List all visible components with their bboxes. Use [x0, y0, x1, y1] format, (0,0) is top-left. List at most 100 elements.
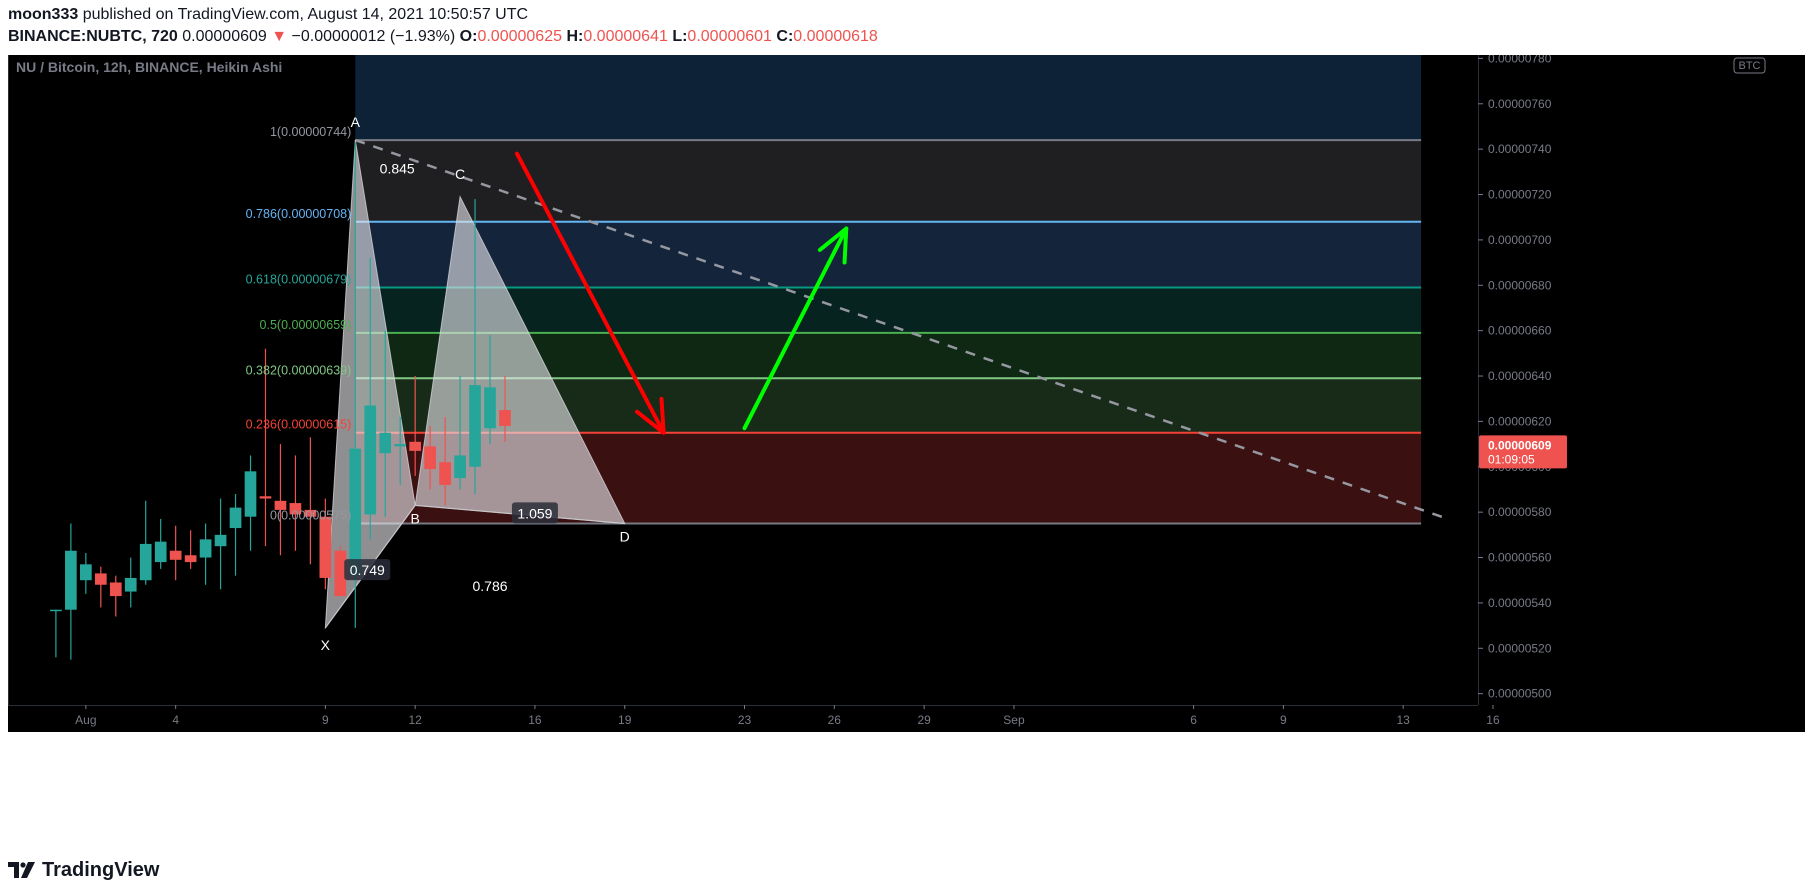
candle-up — [379, 330, 392, 517]
arrows[interactable] — [514, 151, 849, 435]
last-price-badge — [1479, 435, 1567, 469]
last-price-label: 0.00000609 — [1488, 438, 1552, 452]
candle-up — [139, 500, 152, 585]
candle-body — [499, 410, 511, 426]
candle-down — [184, 530, 197, 569]
tradingview-brand[interactable]: TradingView — [42, 858, 160, 881]
candle-body — [109, 582, 122, 597]
author-name[interactable]: moon333 — [8, 6, 79, 23]
time-tick-label: 12 — [408, 713, 422, 727]
candle-body — [244, 471, 257, 517]
candle-body — [124, 577, 137, 592]
pattern-labels: X A B C D 0.749 0.786 1.059 0.845 — [321, 114, 630, 653]
time-tick-label: 19 — [618, 713, 632, 727]
candle-up — [349, 142, 362, 628]
candle-up — [80, 552, 92, 594]
candle-down — [259, 348, 272, 547]
ratio-label-xd: 0.845 — [380, 161, 415, 177]
red-down-arrow-head — [634, 396, 666, 435]
chart-left-border — [8, 55, 9, 847]
candle-body — [80, 564, 92, 581]
candle-body — [289, 503, 302, 515]
candle-body — [304, 509, 317, 517]
time-tick-label: 13 — [1396, 713, 1410, 727]
candle-body — [94, 573, 107, 585]
price-chart[interactable]: X A B C D 0.749 0.786 1.059 0.845 1(0.00000744) 0… — [8, 55, 1805, 847]
candle-body — [65, 550, 77, 610]
candle-down — [289, 455, 302, 551]
time-tick-label: 29 — [917, 713, 931, 727]
price-tick-label: 0.00000540 — [1488, 596, 1552, 610]
candle-body — [319, 516, 332, 578]
trend-line[interactable] — [354, 138, 1449, 521]
time-tick-label: 9 — [322, 713, 329, 727]
candle-down — [334, 546, 347, 597]
candle-down — [499, 376, 511, 442]
symbol-info: BINANCE:NUBTC, 720 0.00000609 ▼ −0.00000… — [8, 28, 878, 46]
chart-title: NU / Bitcoin, 12h, BINANCE, Heikin Ashi — [16, 59, 282, 75]
candle-up — [394, 416, 407, 485]
time-axis[interactable]: Aug 4 9 12 16 19 23 26 29 Sep 6 9 13 16 — [8, 705, 1805, 847]
high-value: 0.00000641 — [583, 28, 668, 45]
fib-level-label: 0.382(0.00000639) — [246, 363, 352, 377]
fib-level-label: 0.786(0.00000708) — [246, 207, 352, 221]
candle-body — [334, 550, 347, 597]
candle-up — [65, 523, 77, 660]
candle-up — [364, 258, 377, 540]
price-tick-label: 0.00000720 — [1488, 188, 1552, 202]
green-up-arrow-head — [817, 226, 849, 265]
low-label: L: — [672, 28, 688, 45]
candle-body — [274, 500, 287, 510]
last-price: 0.00000609 — [182, 28, 267, 45]
ratio-label-box — [511, 502, 558, 524]
pattern-point-b: B — [410, 510, 419, 526]
open-label: O: — [459, 28, 478, 45]
candle-body — [364, 405, 377, 515]
candle-body — [484, 387, 496, 429]
pattern-point-c: C — [455, 166, 465, 182]
currency-badge-frame — [1733, 57, 1766, 74]
ratio-label-xb: 0.749 — [350, 562, 385, 578]
price-axis[interactable]: 0.00000780 0.00000760 0.00000740 0.00000720… — [1478, 55, 1567, 847]
time-tick-label: 26 — [828, 713, 842, 727]
red-down-arrow-shaft — [514, 151, 666, 435]
candle-body — [184, 555, 197, 563]
candle-down — [169, 525, 182, 581]
candle-body — [349, 448, 362, 576]
candle-body — [379, 432, 392, 454]
time-tick-label: 4 — [172, 713, 179, 727]
candle-body — [469, 385, 481, 467]
candle-body — [199, 539, 212, 558]
high-label: H: — [566, 28, 584, 45]
price-tick-label: 0.00000640 — [1488, 369, 1552, 383]
price-tick-label: 0.00000660 — [1488, 324, 1552, 338]
time-tick-label: Sep — [1003, 713, 1025, 727]
price-change: −0.00000012 (−1.93%) — [291, 28, 456, 45]
candle-body — [439, 462, 451, 485]
candle-down — [94, 566, 107, 608]
candle-up — [229, 494, 242, 576]
open-value: 0.00000625 — [477, 28, 562, 45]
fib-zone — [355, 140, 1422, 222]
down-arrow-icon: ▼ — [271, 28, 288, 45]
candle-up — [214, 498, 227, 590]
currency-badge: BTC — [1733, 57, 1766, 74]
candle-up — [454, 376, 466, 490]
candle-body — [454, 455, 466, 479]
candle-down — [439, 416, 451, 506]
candle-body — [394, 444, 407, 447]
candle-down — [409, 376, 422, 476]
time-tick-label: 16 — [528, 713, 542, 727]
publish-info: moon333 published on TradingView.com, Au… — [8, 6, 528, 24]
price-tick-label: 0.00000780 — [1488, 55, 1552, 65]
tradingview-footer: TradingView — [8, 856, 159, 884]
price-tick-label: 0.00000760 — [1488, 97, 1552, 111]
fib-level-label: 0.236(0.00000615) — [246, 418, 352, 432]
time-tick-label: 6 — [1190, 713, 1197, 727]
candle-body — [424, 446, 436, 470]
candle-body — [259, 496, 272, 499]
price-tick-label: 0.00000560 — [1488, 551, 1552, 565]
close-value: 0.00000618 — [793, 28, 878, 45]
last-price-countdown: 01:09:05 — [1488, 452, 1535, 466]
green-up-arrow — [742, 226, 849, 431]
